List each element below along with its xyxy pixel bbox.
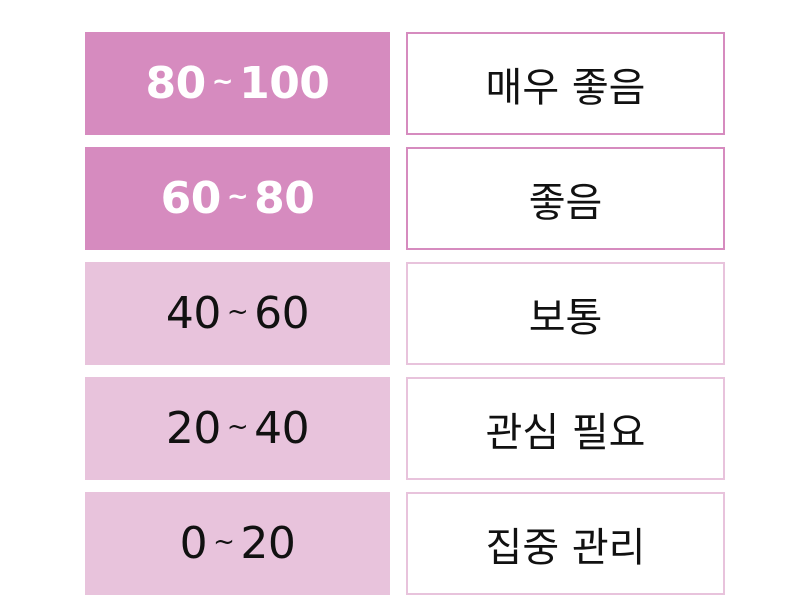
range-separator: ~ bbox=[211, 66, 234, 97]
range-cell: 60 ~ 80 bbox=[85, 147, 390, 250]
legend-row-60-80: 60 ~ 80 좋음 bbox=[85, 147, 725, 250]
range-max: 40 bbox=[254, 403, 310, 454]
range-cell: 80 ~ 100 bbox=[85, 32, 390, 135]
grade-label: 좋음 bbox=[406, 147, 725, 250]
range-min: 20 bbox=[165, 403, 222, 454]
range-cell: 0 ~ 20 bbox=[85, 492, 390, 595]
range-max: 100 bbox=[239, 58, 330, 109]
range-max: 60 bbox=[254, 288, 310, 339]
range-min: 0 bbox=[179, 518, 208, 569]
score-legend-table: 80 ~ 100 매우 좋음 60 ~ 80 좋음 40 ~ 60 보통 20 … bbox=[85, 32, 725, 595]
legend-row-20-40: 20 ~ 40 관심 필요 bbox=[85, 377, 725, 480]
range-max: 80 bbox=[254, 173, 315, 224]
range-separator: ~ bbox=[226, 411, 249, 442]
legend-row-80-100: 80 ~ 100 매우 좋음 bbox=[85, 32, 725, 135]
grade-label: 집중 관리 bbox=[406, 492, 725, 595]
grade-label: 관심 필요 bbox=[406, 377, 725, 480]
range-cell: 20 ~ 40 bbox=[85, 377, 390, 480]
legend-row-40-60: 40 ~ 60 보통 bbox=[85, 262, 725, 365]
range-cell: 40 ~ 60 bbox=[85, 262, 390, 365]
range-max: 20 bbox=[240, 518, 296, 569]
range-min: 60 bbox=[160, 173, 222, 224]
grade-label: 매우 좋음 bbox=[406, 32, 725, 135]
range-separator: ~ bbox=[226, 181, 249, 212]
legend-row-0-20: 0 ~ 20 집중 관리 bbox=[85, 492, 725, 595]
range-min: 80 bbox=[145, 58, 207, 109]
range-min: 40 bbox=[165, 288, 222, 339]
range-separator: ~ bbox=[213, 526, 235, 557]
grade-label: 보통 bbox=[406, 262, 725, 365]
range-separator: ~ bbox=[226, 296, 249, 327]
